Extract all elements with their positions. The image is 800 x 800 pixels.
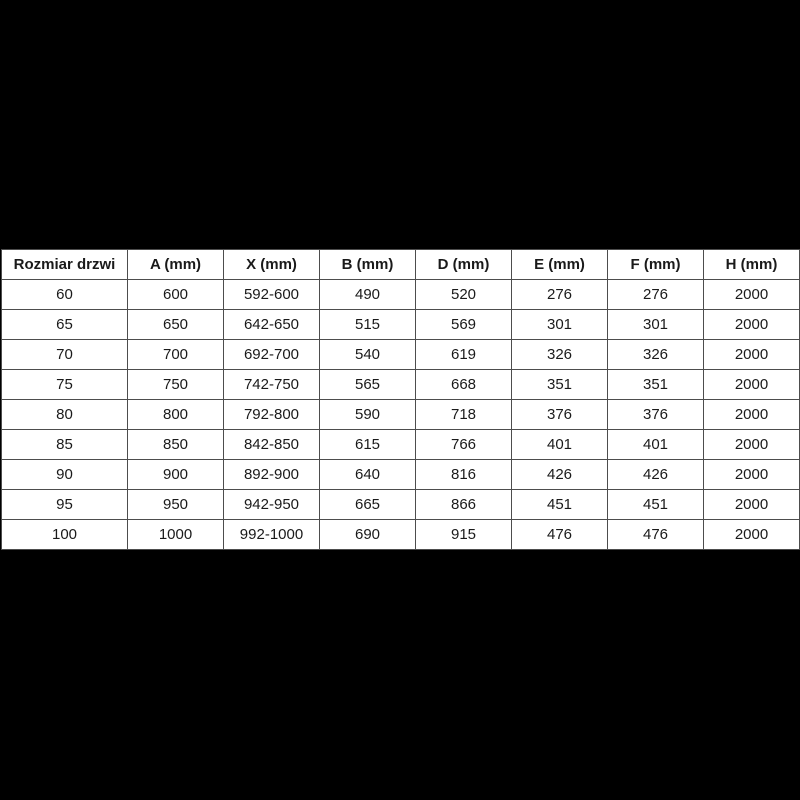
table-row: 60 600 592-600 490 520 276 276 2000	[1, 279, 800, 310]
table-cell: 2000	[703, 519, 800, 550]
table-cell: 80	[1, 399, 128, 430]
table-cell: 326	[607, 339, 704, 370]
table-cell: 451	[607, 489, 704, 520]
table-row: 90 900 892-900 640 816 426 426 2000	[1, 459, 800, 490]
table-cell: 592-600	[223, 279, 320, 310]
table-cell: 692-700	[223, 339, 320, 370]
table-cell: 700	[127, 339, 224, 370]
table-cell: 950	[127, 489, 224, 520]
table-row: 85 850 842-850 615 766 401 401 2000	[1, 429, 800, 460]
table-cell: 615	[319, 429, 416, 460]
table-cell: 376	[607, 399, 704, 430]
table-cell: 2000	[703, 369, 800, 400]
table-cell: 276	[607, 279, 704, 310]
table-cell: 515	[319, 309, 416, 340]
table-cell: 2000	[703, 309, 800, 340]
table-cell: 668	[415, 369, 512, 400]
table-cell: 2000	[703, 279, 800, 310]
table-cell: 1000	[127, 519, 224, 550]
table-cell: 95	[1, 489, 128, 520]
door-dimensions-table: Rozmiar drzwi A (mm) X (mm) B (mm) D (mm) E (…	[1, 249, 800, 550]
table-row: 65 650 642-650 515 569 301 301 2000	[1, 309, 800, 340]
table-cell: 642-650	[223, 309, 320, 340]
table-cell: 992-1000	[223, 519, 320, 550]
header-cell: A (mm)	[127, 249, 224, 280]
table-cell: 816	[415, 459, 512, 490]
table-row: 70 700 692-700 540 619 326 326 2000	[1, 339, 800, 370]
table-cell: 326	[511, 339, 608, 370]
table-cell: 2000	[703, 429, 800, 460]
table-cell: 742-750	[223, 369, 320, 400]
table-row: 80 800 792-800 590 718 376 376 2000	[1, 399, 800, 430]
table-cell: 600	[127, 279, 224, 310]
table-cell: 351	[607, 369, 704, 400]
table-cell: 915	[415, 519, 512, 550]
table-cell: 85	[1, 429, 128, 460]
table-cell: 401	[607, 429, 704, 460]
table-cell: 301	[511, 309, 608, 340]
table-cell: 619	[415, 339, 512, 370]
header-cell: Rozmiar drzwi	[1, 249, 128, 280]
header-cell: D (mm)	[415, 249, 512, 280]
table-cell: 490	[319, 279, 416, 310]
table-cell: 70	[1, 339, 128, 370]
table-cell: 569	[415, 309, 512, 340]
table-header-row: Rozmiar drzwi A (mm) X (mm) B (mm) D (mm) E (…	[1, 249, 800, 280]
table-cell: 100	[1, 519, 128, 550]
door-size-table-container: Rozmiar drzwi A (mm) X (mm) B (mm) D (mm) E (…	[1, 249, 800, 550]
header-cell: F (mm)	[607, 249, 704, 280]
table-row: 100 1000 992-1000 690 915 476 476 2000	[1, 519, 800, 550]
table-cell: 718	[415, 399, 512, 430]
header-cell: E (mm)	[511, 249, 608, 280]
table-cell: 565	[319, 369, 416, 400]
table-cell: 766	[415, 429, 512, 460]
table-row: 95 950 942-950 665 866 451 451 2000	[1, 489, 800, 520]
header-cell: B (mm)	[319, 249, 416, 280]
table-row: 75 750 742-750 565 668 351 351 2000	[1, 369, 800, 400]
table-cell: 376	[511, 399, 608, 430]
table-cell: 65	[1, 309, 128, 340]
table-cell: 401	[511, 429, 608, 460]
table-cell: 842-850	[223, 429, 320, 460]
header-cell: X (mm)	[223, 249, 320, 280]
table-cell: 276	[511, 279, 608, 310]
table-body: 60 600 592-600 490 520 276 276 2000 65 650 642-650…	[1, 279, 800, 550]
table-cell: 301	[607, 309, 704, 340]
table-cell: 590	[319, 399, 416, 430]
table-cell: 665	[319, 489, 416, 520]
table-cell: 750	[127, 369, 224, 400]
table-cell: 850	[127, 429, 224, 460]
table-cell: 892-900	[223, 459, 320, 490]
table-cell: 90	[1, 459, 128, 490]
table-cell: 451	[511, 489, 608, 520]
table-cell: 942-950	[223, 489, 320, 520]
table-cell: 426	[607, 459, 704, 490]
table-cell: 520	[415, 279, 512, 310]
table-cell: 60	[1, 279, 128, 310]
table-cell: 476	[607, 519, 704, 550]
table-cell: 866	[415, 489, 512, 520]
table-cell: 792-800	[223, 399, 320, 430]
table-cell: 2000	[703, 399, 800, 430]
table-cell: 690	[319, 519, 416, 550]
table-cell: 640	[319, 459, 416, 490]
table-cell: 75	[1, 369, 128, 400]
table-cell: 800	[127, 399, 224, 430]
table-cell: 426	[511, 459, 608, 490]
table-cell: 2000	[703, 459, 800, 490]
table-cell: 650	[127, 309, 224, 340]
header-cell: H (mm)	[703, 249, 800, 280]
table-cell: 476	[511, 519, 608, 550]
table-cell: 2000	[703, 489, 800, 520]
table-cell: 2000	[703, 339, 800, 370]
table-cell: 540	[319, 339, 416, 370]
table-cell: 351	[511, 369, 608, 400]
table-cell: 900	[127, 459, 224, 490]
